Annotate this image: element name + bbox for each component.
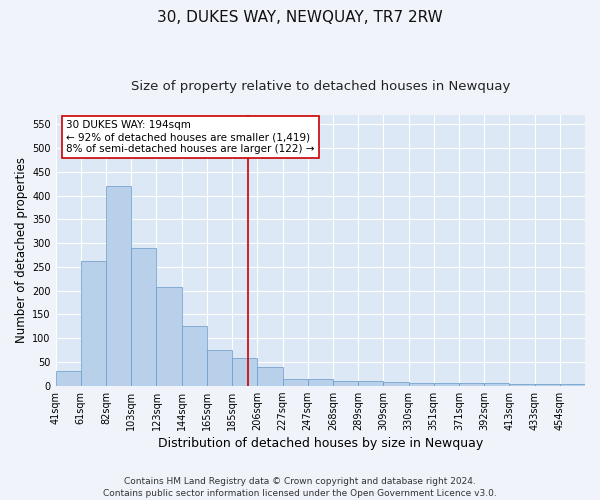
Title: Size of property relative to detached houses in Newquay: Size of property relative to detached ho… bbox=[131, 80, 510, 93]
Bar bbox=[157, 288, 182, 386]
Bar bbox=[308, 378, 333, 386]
Bar bbox=[409, 384, 434, 386]
Text: Contains HM Land Registry data © Crown copyright and database right 2024.
Contai: Contains HM Land Registry data © Crown c… bbox=[103, 476, 497, 498]
Bar bbox=[56, 372, 81, 386]
Text: 30, DUKES WAY, NEWQUAY, TR7 2RW: 30, DUKES WAY, NEWQUAY, TR7 2RW bbox=[157, 10, 443, 25]
Bar bbox=[283, 378, 308, 386]
Bar bbox=[131, 248, 157, 386]
Bar bbox=[560, 384, 585, 386]
Bar bbox=[509, 384, 535, 386]
Bar bbox=[484, 384, 509, 386]
Bar bbox=[106, 186, 131, 386]
Bar bbox=[383, 382, 409, 386]
Bar bbox=[207, 350, 232, 386]
Bar bbox=[81, 261, 106, 386]
Text: 30 DUKES WAY: 194sqm
← 92% of detached houses are smaller (1,419)
8% of semi-det: 30 DUKES WAY: 194sqm ← 92% of detached h… bbox=[66, 120, 315, 154]
Bar bbox=[182, 326, 207, 386]
Bar bbox=[434, 384, 459, 386]
Bar bbox=[232, 358, 257, 386]
Bar bbox=[333, 382, 358, 386]
X-axis label: Distribution of detached houses by size in Newquay: Distribution of detached houses by size … bbox=[158, 437, 483, 450]
Bar bbox=[257, 366, 283, 386]
Bar bbox=[358, 382, 383, 386]
Bar bbox=[535, 384, 560, 386]
Bar bbox=[459, 383, 484, 386]
Y-axis label: Number of detached properties: Number of detached properties bbox=[15, 158, 28, 344]
